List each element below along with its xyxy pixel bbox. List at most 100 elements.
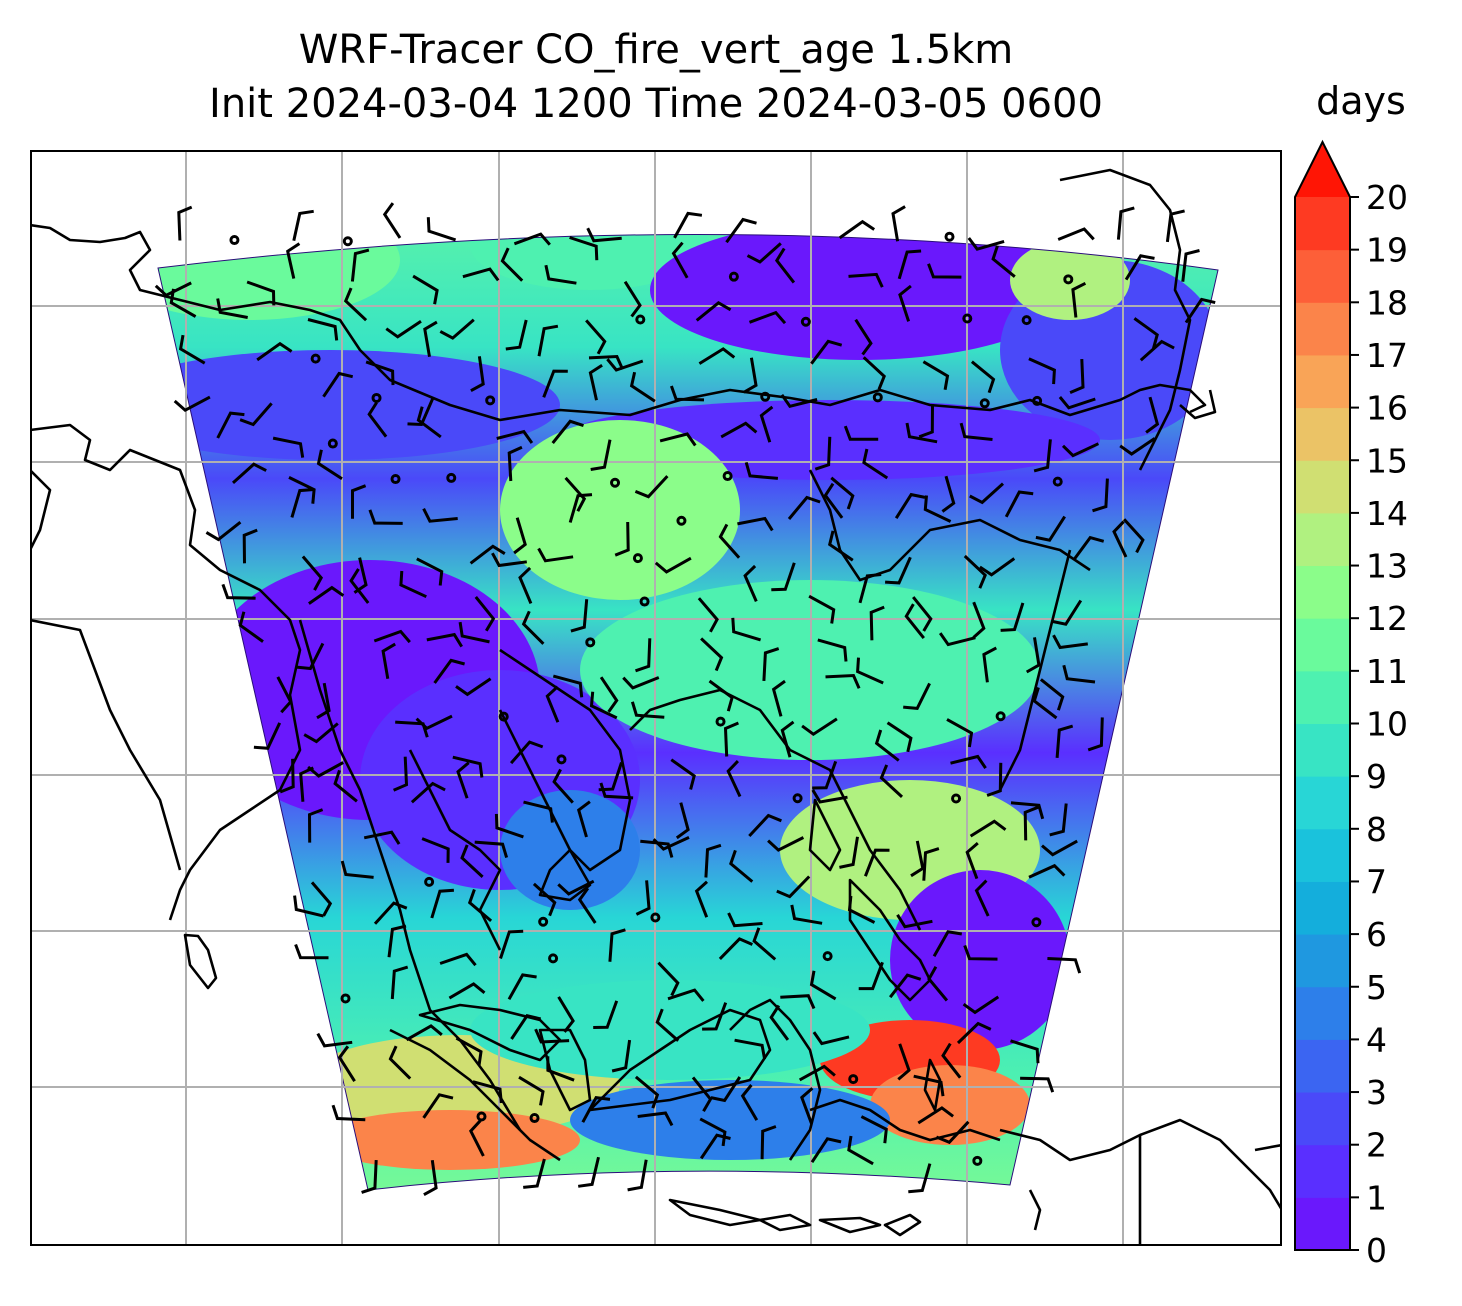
wind-barb [581, 1095, 611, 1123]
wind-barb [634, 475, 669, 499]
wind-barb [589, 691, 618, 720]
wind-barb [301, 555, 324, 591]
calm-wind-marker [722, 471, 733, 482]
calm-wind-marker [371, 392, 382, 403]
wind-barb [1020, 1076, 1055, 1093]
wind-barb [611, 1039, 632, 1073]
calm-wind-marker [972, 1155, 983, 1166]
calm-wind-marker [650, 912, 661, 923]
wind-barb [513, 232, 551, 246]
wind-barb [288, 476, 316, 504]
wind-barb [941, 475, 956, 513]
calm-wind-marker [792, 793, 803, 804]
colorbar-tick-label: 14 [1366, 494, 1408, 533]
wind-barb [780, 994, 816, 1010]
wind-barb [373, 629, 411, 644]
wind-barb [169, 288, 197, 318]
wind-barb [387, 924, 407, 958]
wind-barb [496, 429, 534, 444]
colorbar-swatch [1295, 776, 1350, 830]
calm-wind-marker [1032, 395, 1043, 406]
wind-barb [416, 557, 444, 586]
wind-barb [959, 422, 993, 441]
wind-barb [864, 848, 890, 877]
wind-barb [635, 638, 652, 673]
colorbar-swatch [1295, 460, 1350, 514]
wind-barb [771, 679, 786, 717]
calm-wind-marker [639, 596, 650, 607]
wind-barb [1032, 687, 1058, 720]
wind-barb [513, 517, 527, 555]
wind-barb [390, 965, 409, 1000]
colorbar-swatches [1295, 142, 1350, 1251]
wind-barb [932, 930, 963, 957]
wind-barb [1184, 297, 1216, 324]
wind-barb [173, 395, 211, 413]
wind-barb [308, 585, 345, 605]
wind-barb [894, 492, 926, 520]
wind-barb [862, 356, 886, 390]
wind-barb [886, 721, 913, 753]
colorbar-unit-label: days [1316, 79, 1406, 123]
wind-barb [723, 721, 739, 757]
wind-barb [776, 875, 811, 899]
wind-barb [669, 385, 705, 402]
wind-barb [470, 356, 485, 393]
wind-barb [576, 800, 591, 838]
wind-barb [748, 813, 782, 838]
colorbar-swatch [1295, 197, 1350, 251]
wind-barb [373, 901, 408, 925]
wind-barb [655, 1008, 680, 1042]
wind-barb [885, 556, 912, 585]
wind-barb [790, 904, 823, 925]
wind-barb [913, 1074, 945, 1097]
colorbar-swatch [1295, 828, 1350, 882]
colorbar-tick-label: 17 [1366, 336, 1408, 375]
wind-barb [752, 927, 777, 961]
wind-barb [405, 1024, 443, 1042]
wind-barb [1047, 957, 1082, 974]
wind-barb [239, 402, 273, 427]
wind-barb [891, 205, 906, 242]
wind-barb [337, 1045, 356, 1083]
wind-barb [734, 1038, 767, 1060]
wind-barb [731, 617, 762, 642]
wind-barb [817, 638, 848, 662]
calm-wind-marker [962, 313, 973, 324]
wind-barb [242, 528, 258, 564]
wind-barb [1004, 490, 1034, 518]
colorbar-swatch [1295, 1092, 1350, 1146]
wind-barb [879, 764, 904, 799]
calm-wind-marker [229, 235, 240, 246]
wind-barb [718, 523, 741, 559]
wind-barb [1181, 249, 1200, 282]
colorbar-tick-label: 18 [1366, 283, 1408, 322]
colorbar-swatch [1295, 881, 1350, 935]
wind-barb [381, 642, 396, 680]
wind-barb [349, 568, 370, 604]
wind-barb [537, 547, 574, 563]
wind-barb [177, 205, 193, 241]
wind-barb [382, 202, 402, 239]
wind-barb [771, 562, 796, 592]
wind-barb [509, 740, 544, 765]
wind-barb [423, 320, 438, 358]
wind-barb [415, 714, 453, 731]
wind-barb [769, 1004, 790, 1041]
wind-barb [762, 647, 780, 681]
wind-barb [316, 449, 343, 481]
wind-barb [972, 601, 986, 639]
wind-barb [974, 879, 990, 917]
wind-barb [316, 682, 331, 720]
wind-barb [154, 281, 192, 298]
wind-barb [608, 928, 626, 962]
wind-barb [1087, 717, 1104, 752]
calm-wind-marker [327, 438, 338, 449]
wind-barb [456, 761, 470, 799]
wind-barb [545, 685, 560, 723]
wind-barb [962, 995, 1000, 1015]
wind-barb [455, 677, 492, 697]
wind-barb [1145, 396, 1160, 434]
wind-barbs [154, 202, 1216, 1197]
